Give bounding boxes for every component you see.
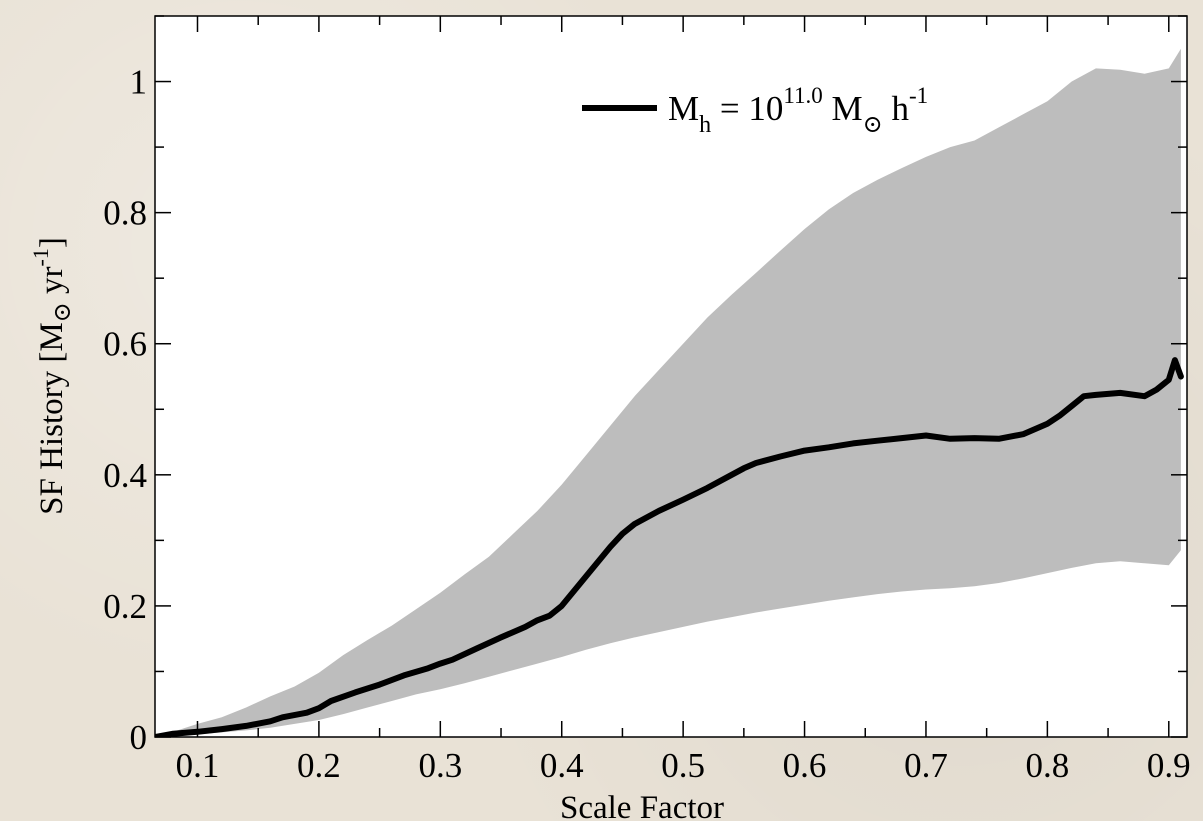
y-tick-label: 0.6	[103, 325, 147, 364]
y-axis-title-middle: yr	[34, 266, 70, 302]
legend-h: h	[883, 89, 910, 128]
x-tick-label: 0.9	[1147, 746, 1191, 785]
legend-equals: = 10	[711, 89, 783, 128]
legend-h-sup: -1	[909, 83, 928, 108]
plot-frame	[154, 15, 1188, 738]
series-line	[155, 357, 1184, 737]
y-tick-label: 0.2	[103, 587, 147, 626]
y-tick-label: 0.8	[103, 194, 147, 233]
x-tick-labels: 0.1 0.2 0.3 0.4 0.5 0.6 0.7 0.8 0.9	[176, 746, 1191, 785]
x-tick-label: 0.8	[1026, 746, 1070, 785]
legend-h-sub: h	[699, 112, 711, 138]
y-tick-label: 1	[130, 63, 148, 102]
x-tick-label: 0.1	[176, 746, 220, 785]
legend-exponent: 11.0	[783, 83, 822, 108]
y-tick-label: 0	[130, 718, 148, 757]
y-axis-title-suffix: ]	[34, 237, 70, 248]
x-axis-title: Scale Factor	[560, 790, 724, 821]
x-tick-label: 0.6	[783, 746, 827, 785]
x-tick-label: 0.2	[297, 746, 341, 785]
x-tick-label: 0.3	[418, 746, 462, 785]
legend-sun-sub: ⊙	[863, 112, 883, 138]
legend-label: Mh = 1011.0 M⊙ h-1	[668, 83, 928, 138]
axis-ticks	[155, 15, 1187, 738]
y-axis-title-sun: ⊙	[50, 302, 76, 322]
y-axis-title-prefix: SF History [M	[34, 322, 70, 515]
legend: Mh = 1011.0 M⊙ h-1	[582, 83, 928, 138]
scatter-band	[155, 48, 1181, 737]
x-tick-label: 0.7	[904, 746, 948, 785]
y-tick-labels: 0 0.2 0.4 0.6 0.8 1	[103, 63, 147, 757]
y-axis-title: SF History [M⊙ yr-1]	[28, 237, 76, 515]
y-tick-label: 0.4	[103, 456, 147, 495]
x-tick-label: 0.4	[540, 746, 584, 785]
legend-m: M	[668, 89, 699, 128]
legend-m2: M	[823, 89, 863, 128]
x-tick-label: 0.5	[661, 746, 705, 785]
y-axis-title-sup: -1	[28, 248, 53, 266]
